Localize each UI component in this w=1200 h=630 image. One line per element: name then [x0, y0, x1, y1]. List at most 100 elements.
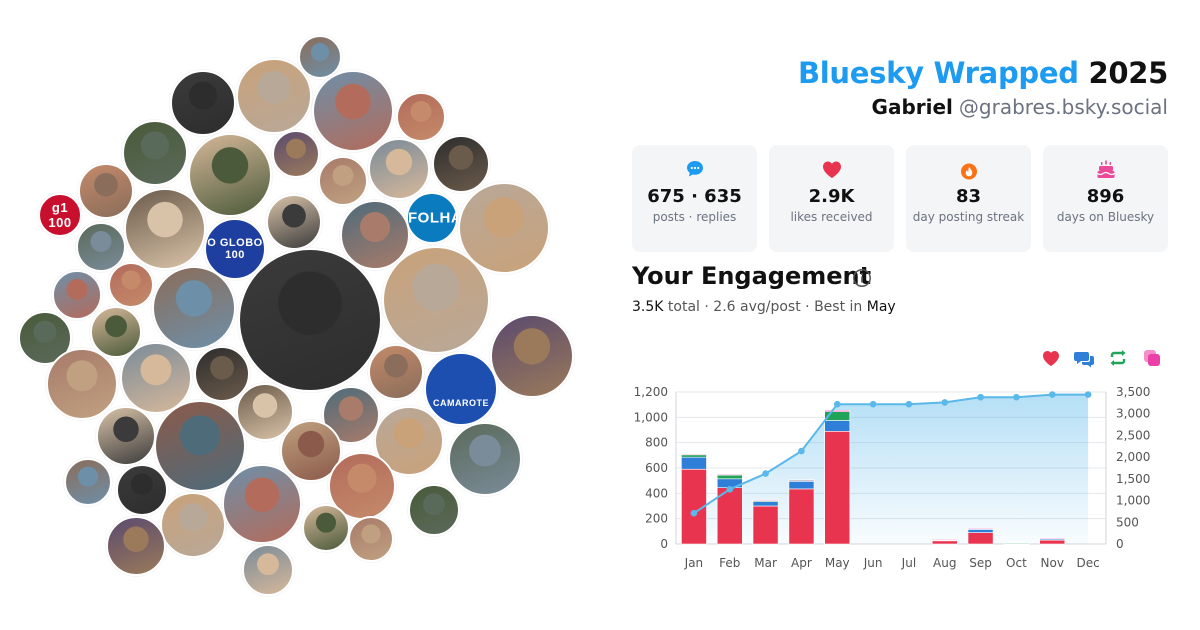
- avatar: [46, 348, 118, 420]
- stat-label: days on Bluesky: [1056, 210, 1155, 224]
- engagement-chart: 0 200 400 600 800 1,000 1,200 0 500 1,000 1,500 2,0…: [634, 385, 1151, 570]
- bar-likes: [967, 532, 994, 545]
- y-tick-label: 1,200: [634, 385, 668, 399]
- avatar: [116, 464, 168, 516]
- bar-likes: [1039, 539, 1066, 545]
- avatar: [160, 492, 226, 558]
- stat-value: 2.9K: [808, 186, 855, 207]
- logo-label: CAMAROTE: [433, 398, 489, 408]
- app-title: Bluesky Wrapped 2025: [798, 56, 1168, 90]
- avatar: [408, 484, 460, 536]
- avatar: [328, 452, 396, 520]
- bar-likes: [788, 488, 815, 545]
- legend-quotes-quote-icon[interactable]: [1141, 347, 1163, 369]
- avatar: [490, 314, 574, 398]
- bar-quotes: [716, 474, 743, 476]
- bar-quotes: [931, 539, 958, 541]
- x-tick-label: Mar: [754, 556, 777, 570]
- x-tick-label: Jun: [863, 556, 883, 570]
- avatar: [90, 306, 142, 358]
- bar-quotes: [1039, 537, 1066, 540]
- logo-avatar: g1 100: [38, 193, 82, 237]
- avatar: [222, 464, 302, 544]
- avatar: [52, 270, 102, 320]
- cumulative-point: [1049, 391, 1056, 398]
- avatar: [106, 516, 166, 576]
- legend-reposts-repost-icon[interactable]: [1107, 347, 1129, 369]
- cumulative-point: [798, 447, 805, 455]
- user-name: Gabriel: [871, 95, 953, 119]
- avatar: [188, 133, 272, 217]
- x-tick-label: Dec: [1076, 556, 1099, 570]
- avatar: [348, 516, 394, 562]
- cumulative-point: [941, 399, 949, 406]
- logo-avatar: O GLOBO 100: [204, 218, 266, 280]
- bar-replies: [681, 456, 707, 470]
- year-label: 2025: [1088, 56, 1168, 90]
- avatar: [122, 120, 188, 186]
- y-tick-label: 600: [645, 461, 668, 475]
- y2-tick-label: 1,500: [1116, 472, 1150, 486]
- avatar-cloud: g1 100 FOLHA O GLOBO 100 CAMAROTE: [18, 35, 574, 596]
- stat-value: 896: [1086, 186, 1125, 207]
- bar-quotes: [752, 499, 779, 502]
- avatar: [312, 70, 394, 152]
- bar-replies: [752, 501, 779, 507]
- total-label: total: [667, 299, 700, 315]
- logo-label: g1 100: [48, 200, 72, 230]
- x-tick-label: Oct: [1006, 556, 1027, 570]
- info-icon[interactable]: [852, 268, 872, 288]
- bar-quotes: [681, 453, 707, 456]
- avatar: [236, 383, 294, 441]
- bar-likes: [931, 540, 958, 545]
- x-tick-label: Aug: [933, 556, 956, 570]
- bar-replies: [824, 420, 851, 432]
- user-handle: @grabres.bsky.social: [958, 95, 1168, 119]
- bar-quotes: [824, 410, 851, 413]
- avatar: [382, 246, 490, 354]
- cumulative-point: [762, 470, 769, 477]
- avatar: [194, 346, 250, 402]
- logo-label: O GLOBO 100: [207, 237, 263, 261]
- bar-likes: [716, 487, 743, 545]
- avatar: [280, 420, 342, 482]
- avatar: [340, 200, 410, 270]
- avatar: [238, 248, 382, 392]
- stat-value: 675 · 635: [647, 186, 742, 207]
- avatar: [432, 135, 490, 193]
- logo-label: FOLHA: [408, 209, 458, 227]
- bar-quotes: [967, 528, 994, 530]
- engagement-title: Your Engagement: [632, 262, 872, 290]
- y2-tick-label: 0: [1116, 537, 1124, 551]
- cumulative-line: [693, 393, 1089, 515]
- logo-avatar: CAMAROTE: [424, 352, 498, 426]
- legend-replies-reply-icon[interactable]: [1073, 347, 1095, 369]
- x-tick-label: Apr: [791, 556, 812, 570]
- avatar: [302, 504, 350, 552]
- logo-avatar: FOLHA: [406, 192, 458, 244]
- bar-replies: [788, 481, 815, 490]
- avatar: [368, 344, 424, 400]
- avg-per-post: 2.6 avg/post: [713, 299, 801, 315]
- avatar: [120, 342, 192, 414]
- bar-replies: [967, 529, 994, 533]
- stat-card-posts: 675 · 635 posts · replies: [632, 145, 757, 252]
- avatar: [396, 92, 446, 142]
- avatar: [154, 400, 246, 492]
- avatar: [272, 130, 320, 178]
- cake-icon: [1096, 160, 1115, 178]
- best-label: Best in: [814, 299, 863, 315]
- avatar: [96, 406, 156, 466]
- cumulative-point: [1084, 391, 1092, 398]
- bar-quotes: [788, 479, 815, 481]
- y-tick-label: 0: [660, 537, 668, 551]
- avatar: [170, 70, 236, 136]
- heart-icon: [822, 161, 841, 178]
- legend-likes-heart-icon[interactable]: [1040, 347, 1062, 369]
- y-tick-label: 200: [645, 512, 668, 526]
- stat-label: likes received: [790, 210, 873, 224]
- bar-likes: [752, 505, 779, 545]
- avatar: [124, 188, 206, 270]
- avatar: [298, 35, 342, 79]
- chat-bubble-icon: [686, 161, 703, 177]
